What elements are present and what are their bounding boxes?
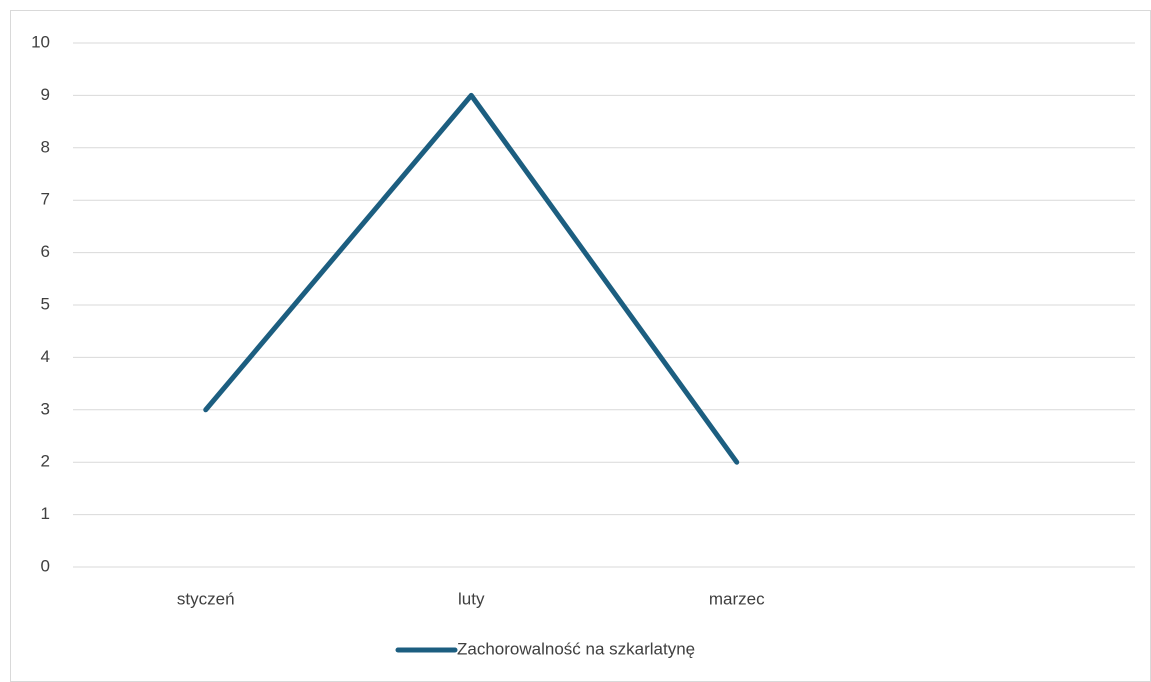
y-tick-label: 2 bbox=[41, 452, 50, 471]
y-tick-label: 9 bbox=[41, 85, 50, 104]
x-tick-label: styczeń bbox=[177, 589, 235, 608]
y-tick-label: 4 bbox=[41, 347, 50, 366]
chart-frame bbox=[10, 10, 1151, 682]
y-tick-label: 3 bbox=[41, 399, 50, 418]
x-tick-label: marzec bbox=[709, 589, 765, 608]
y-tick-label: 1 bbox=[41, 504, 50, 523]
legend-label: Zachorowalność na szkarlatynę bbox=[457, 639, 695, 658]
y-tick-label: 0 bbox=[41, 556, 50, 575]
x-tick-label: luty bbox=[458, 589, 485, 608]
y-tick-label: 10 bbox=[31, 32, 50, 51]
data-line bbox=[203, 92, 740, 465]
y-tick-label: 8 bbox=[41, 137, 50, 156]
y-tick-label: 6 bbox=[41, 242, 50, 261]
y-tick-label: 5 bbox=[41, 294, 50, 313]
y-tick-label: 7 bbox=[41, 190, 50, 209]
